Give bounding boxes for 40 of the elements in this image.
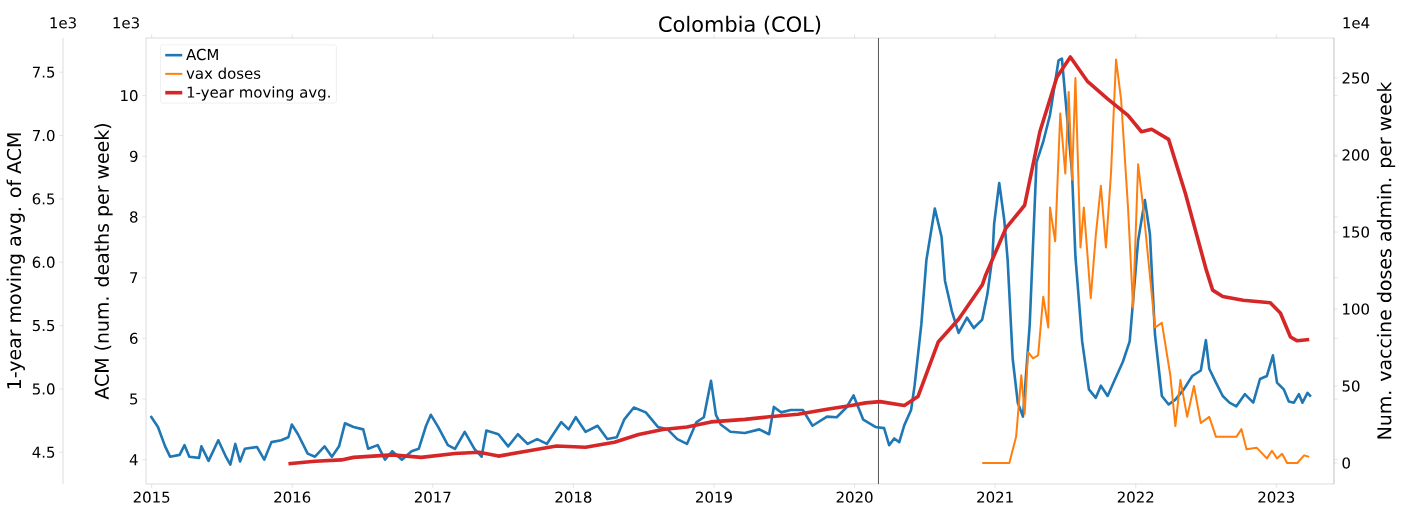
y2-tick-label: 50: [1342, 380, 1360, 392]
y2-tick-label: 100: [1343, 303, 1369, 315]
x-tick-label: 2022: [1117, 491, 1154, 503]
y-axis-title: ACM (num. deaths per week): [94, 124, 113, 400]
x-tick-label: 2020: [836, 491, 873, 503]
y3-tick-label: 6.5: [32, 193, 55, 205]
y3-tick-label: 5.5: [32, 320, 55, 332]
y-tick-label: 9: [129, 150, 138, 162]
y-tick-label: 6: [130, 332, 138, 345]
y2-tick-label: 150: [1343, 226, 1369, 238]
y2-tick-label: 0: [1342, 457, 1350, 469]
y2-tick-label: 250: [1342, 72, 1369, 84]
legend-label: ACM: [186, 48, 218, 61]
y3-tick-label: 7.5: [32, 66, 55, 78]
text: 1e4: [1343, 17, 1370, 29]
y2-tick-label: 200: [1342, 149, 1369, 161]
y3-tick-label: 4.5: [32, 446, 55, 458]
y3-tick-label: 6.0: [32, 256, 55, 268]
y-tick-label: 4: [129, 454, 138, 466]
x-tick-label: 2018: [555, 491, 592, 503]
x-tick-label: 2021: [977, 491, 1013, 503]
legend-label: vax doses: [186, 67, 261, 79]
x-tick-label: 2016: [274, 491, 311, 503]
legend-label: 1-year moving avg.: [187, 86, 330, 101]
x-tick-label: 2019: [696, 491, 732, 503]
y-tick-label: 5: [130, 393, 138, 405]
x-tick-label: 2023: [1258, 491, 1295, 503]
y-tick-label: 10: [121, 89, 138, 102]
y3-axis-title: 1-year moving avg. of ACM: [6, 133, 25, 389]
y-tick-label: 7: [130, 272, 138, 284]
x-tick-label: 2017: [414, 491, 451, 503]
x-tick-label: 2015: [133, 491, 170, 503]
y-tick-label: 8: [130, 211, 138, 223]
y2-axis-title: Num. vaccine doses admin. per week: [1376, 81, 1396, 439]
chart-title: Colombia (COL): [659, 15, 821, 35]
text: 1e3: [113, 17, 139, 29]
y3-tick-label: 5.0: [32, 383, 55, 395]
line-series: [981, 58, 1311, 465]
text: 1e3: [50, 17, 76, 29]
y3-tick-label: 7.0: [32, 129, 55, 142]
